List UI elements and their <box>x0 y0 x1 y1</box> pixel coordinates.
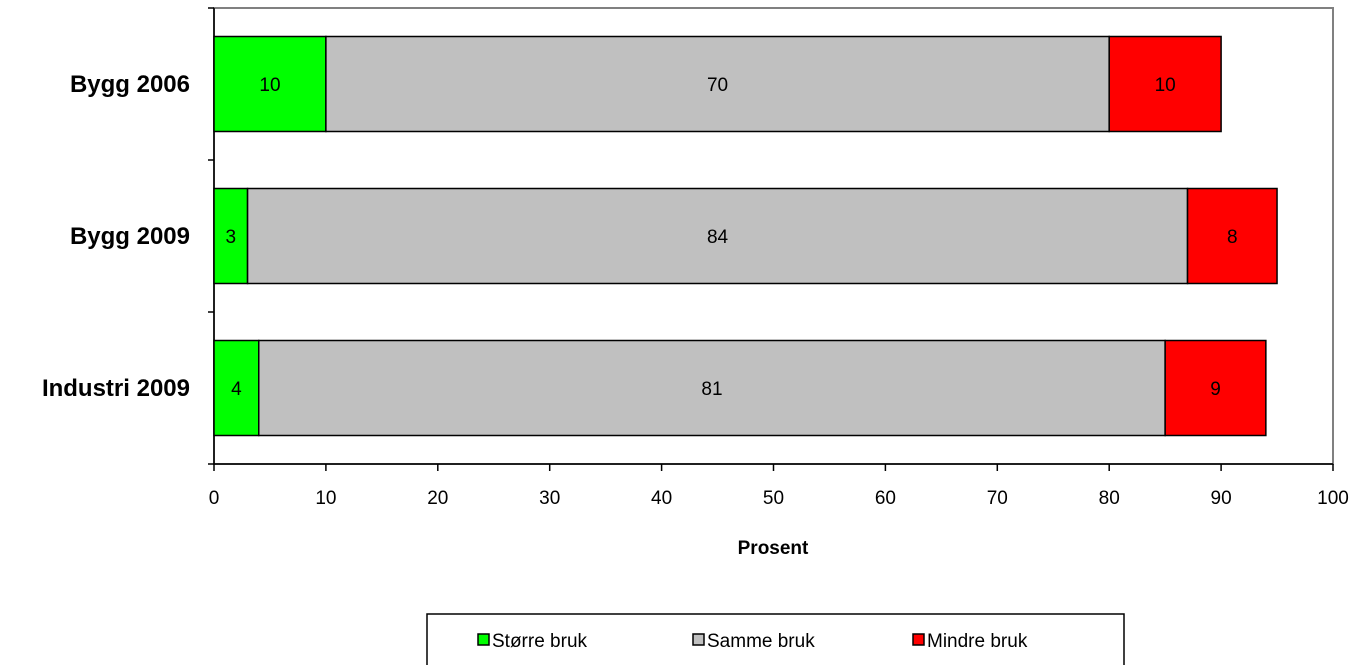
x-axis-title: Prosent <box>738 538 809 559</box>
legend-label: Større bruk <box>492 631 588 652</box>
data-label: 8 <box>1227 227 1238 248</box>
x-tick-label: 20 <box>427 488 448 509</box>
data-label: 70 <box>707 75 728 96</box>
x-tick-label: 70 <box>987 488 1008 509</box>
data-label: 4 <box>231 379 242 400</box>
x-tick-label: 0 <box>209 488 220 509</box>
category-label: Industri 2009 <box>42 375 190 402</box>
data-label: 10 <box>1155 75 1176 96</box>
x-tick-label: 30 <box>539 488 560 509</box>
category-label: Bygg 2006 <box>70 71 190 98</box>
data-label: 10 <box>259 75 280 96</box>
x-tick-label: 80 <box>1099 488 1120 509</box>
bar-segment <box>325 35 1110 133</box>
bar-segment <box>1108 35 1222 133</box>
legend-swatch <box>692 633 705 646</box>
bar-segment <box>258 339 1166 437</box>
bar-segment <box>213 339 260 437</box>
data-label: 84 <box>707 227 729 248</box>
legend-label: Samme bruk <box>707 631 815 652</box>
x-axis-ticks: 0 10 20 30 40 50 60 70 80 90 100 <box>209 464 1349 509</box>
bar-segment <box>1186 187 1278 285</box>
x-tick-label: 50 <box>763 488 784 509</box>
legend-swatch <box>912 633 925 646</box>
data-label: 9 <box>1210 379 1221 400</box>
data-label: 3 <box>225 227 236 248</box>
x-tick-label: 40 <box>651 488 672 509</box>
bars-group: 10 70 103 84 84 81 9 <box>213 35 1278 437</box>
bar-segment <box>246 187 1189 285</box>
category-label: Bygg 2009 <box>70 223 190 250</box>
x-tick-label: 60 <box>875 488 896 509</box>
x-tick-label: 10 <box>315 488 336 509</box>
data-label: 81 <box>701 379 722 400</box>
bar-segment <box>1164 339 1267 437</box>
legend-box <box>426 613 1125 665</box>
x-tick-label: 100 <box>1317 488 1349 509</box>
category-labels: Bygg 2006 Bygg 2009 Industri 2009 <box>42 71 190 402</box>
bar-segment <box>213 35 327 133</box>
bar-segment <box>213 187 249 285</box>
x-tick-label: 90 <box>1211 488 1232 509</box>
legend-swatch <box>477 633 490 646</box>
legend-label: Mindre bruk <box>927 631 1028 652</box>
legend: Større bruk Samme bruk Mindre bruk <box>426 613 1125 665</box>
